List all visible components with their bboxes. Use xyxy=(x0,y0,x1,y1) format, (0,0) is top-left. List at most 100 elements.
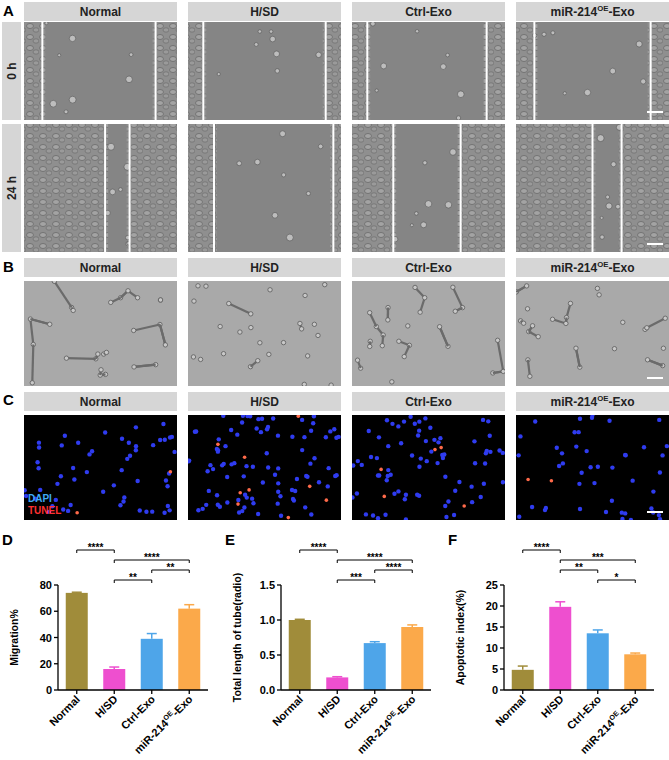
x-tick-label: Normal xyxy=(47,693,82,728)
error-bar xyxy=(518,666,528,670)
floating-cell xyxy=(421,222,427,228)
tunel-positive xyxy=(462,504,466,508)
nucleus xyxy=(312,415,316,418)
floating-cell xyxy=(563,92,566,95)
y-axis xyxy=(280,585,281,690)
scale-bar xyxy=(647,243,663,245)
y-axis xyxy=(503,585,504,690)
bar xyxy=(141,639,163,690)
cell xyxy=(158,298,162,302)
nucleus xyxy=(324,435,328,439)
y-tick xyxy=(500,689,504,690)
bar xyxy=(326,677,348,690)
cell xyxy=(281,340,285,344)
cell xyxy=(413,285,417,289)
cell xyxy=(418,310,422,314)
text-part: Ctrl-Exo xyxy=(405,395,452,409)
tunel-positive xyxy=(379,468,383,472)
nucleus xyxy=(630,478,634,482)
nucleus xyxy=(369,455,373,459)
nucleus xyxy=(457,480,461,484)
nucleus xyxy=(72,477,76,481)
cell xyxy=(530,324,534,328)
floating-cell xyxy=(641,79,646,84)
nucleus xyxy=(103,430,107,434)
cell xyxy=(574,346,578,350)
nucleus xyxy=(300,448,304,452)
nucleus xyxy=(425,459,429,463)
bars xyxy=(289,619,424,690)
cell xyxy=(132,365,136,369)
nucleus xyxy=(444,515,448,519)
floating-cell xyxy=(110,189,116,195)
cell xyxy=(158,298,162,302)
cell xyxy=(135,296,139,300)
floating-cell xyxy=(108,143,115,150)
tube xyxy=(440,327,448,347)
nucleus xyxy=(251,465,255,469)
nucleus xyxy=(328,429,332,433)
image-bg xyxy=(516,415,669,520)
nucleus xyxy=(237,510,241,514)
cell xyxy=(305,354,309,358)
column-header-box xyxy=(24,258,177,277)
nucleus xyxy=(311,421,315,425)
nucleus xyxy=(501,480,505,484)
y-tick xyxy=(500,647,504,648)
micrograph-scratch xyxy=(188,124,341,252)
nucleus xyxy=(561,461,565,465)
text-part: Normal xyxy=(80,261,121,275)
tunel-positive xyxy=(238,491,242,495)
y-tick-label: 0 xyxy=(46,684,52,696)
cell xyxy=(367,310,371,314)
cell-sheet xyxy=(127,124,177,252)
floating-cell xyxy=(370,22,375,26)
x-tick-label: miR-214OE-Exo xyxy=(131,692,194,755)
image-bg xyxy=(516,281,669,386)
wound-edge xyxy=(366,22,368,120)
wound-edge xyxy=(41,22,43,120)
cell-sheet xyxy=(153,22,177,120)
text-part: Normal xyxy=(493,693,528,728)
panel-label: F xyxy=(448,531,457,548)
column-header: Normal xyxy=(80,261,121,275)
nucleus xyxy=(438,436,442,440)
cell xyxy=(104,350,108,354)
wound-edge xyxy=(325,22,327,120)
micrograph-scratch xyxy=(188,22,341,120)
cell xyxy=(661,346,665,350)
x-tick-label: Normal xyxy=(493,693,528,728)
nucleus xyxy=(517,515,521,519)
nucleus xyxy=(161,422,165,426)
error-bar xyxy=(332,676,342,678)
wound-edge xyxy=(104,124,106,252)
nucleus xyxy=(482,482,486,486)
text-part: Normal xyxy=(80,5,121,19)
floating-cell xyxy=(275,69,280,74)
cell-sheet xyxy=(516,124,596,252)
nucleus xyxy=(408,415,412,419)
nucleus xyxy=(399,441,403,445)
text-part: H/SD xyxy=(316,693,343,720)
cell xyxy=(355,358,359,362)
cell xyxy=(204,284,208,288)
tunel-positive xyxy=(236,502,240,506)
significance-label: *** xyxy=(592,552,604,563)
tube xyxy=(32,344,33,382)
x-tick-label: H/SD xyxy=(539,693,566,720)
cell xyxy=(437,325,441,329)
floating-cell xyxy=(126,76,133,83)
floating-cell xyxy=(450,149,457,156)
column-header: miR-214OE-Exo xyxy=(551,4,635,19)
text-part: miR-214 xyxy=(132,716,171,755)
nucleus xyxy=(416,433,420,437)
tunel-positive xyxy=(247,488,251,492)
x-tick-label: Ctrl-Exo xyxy=(564,693,603,732)
tube xyxy=(647,318,665,328)
nucleus xyxy=(544,506,548,510)
significance-label: **** xyxy=(144,552,160,563)
nucleus xyxy=(604,510,608,514)
nucleus xyxy=(278,494,282,498)
cell xyxy=(525,307,529,311)
nucleus xyxy=(59,474,63,478)
